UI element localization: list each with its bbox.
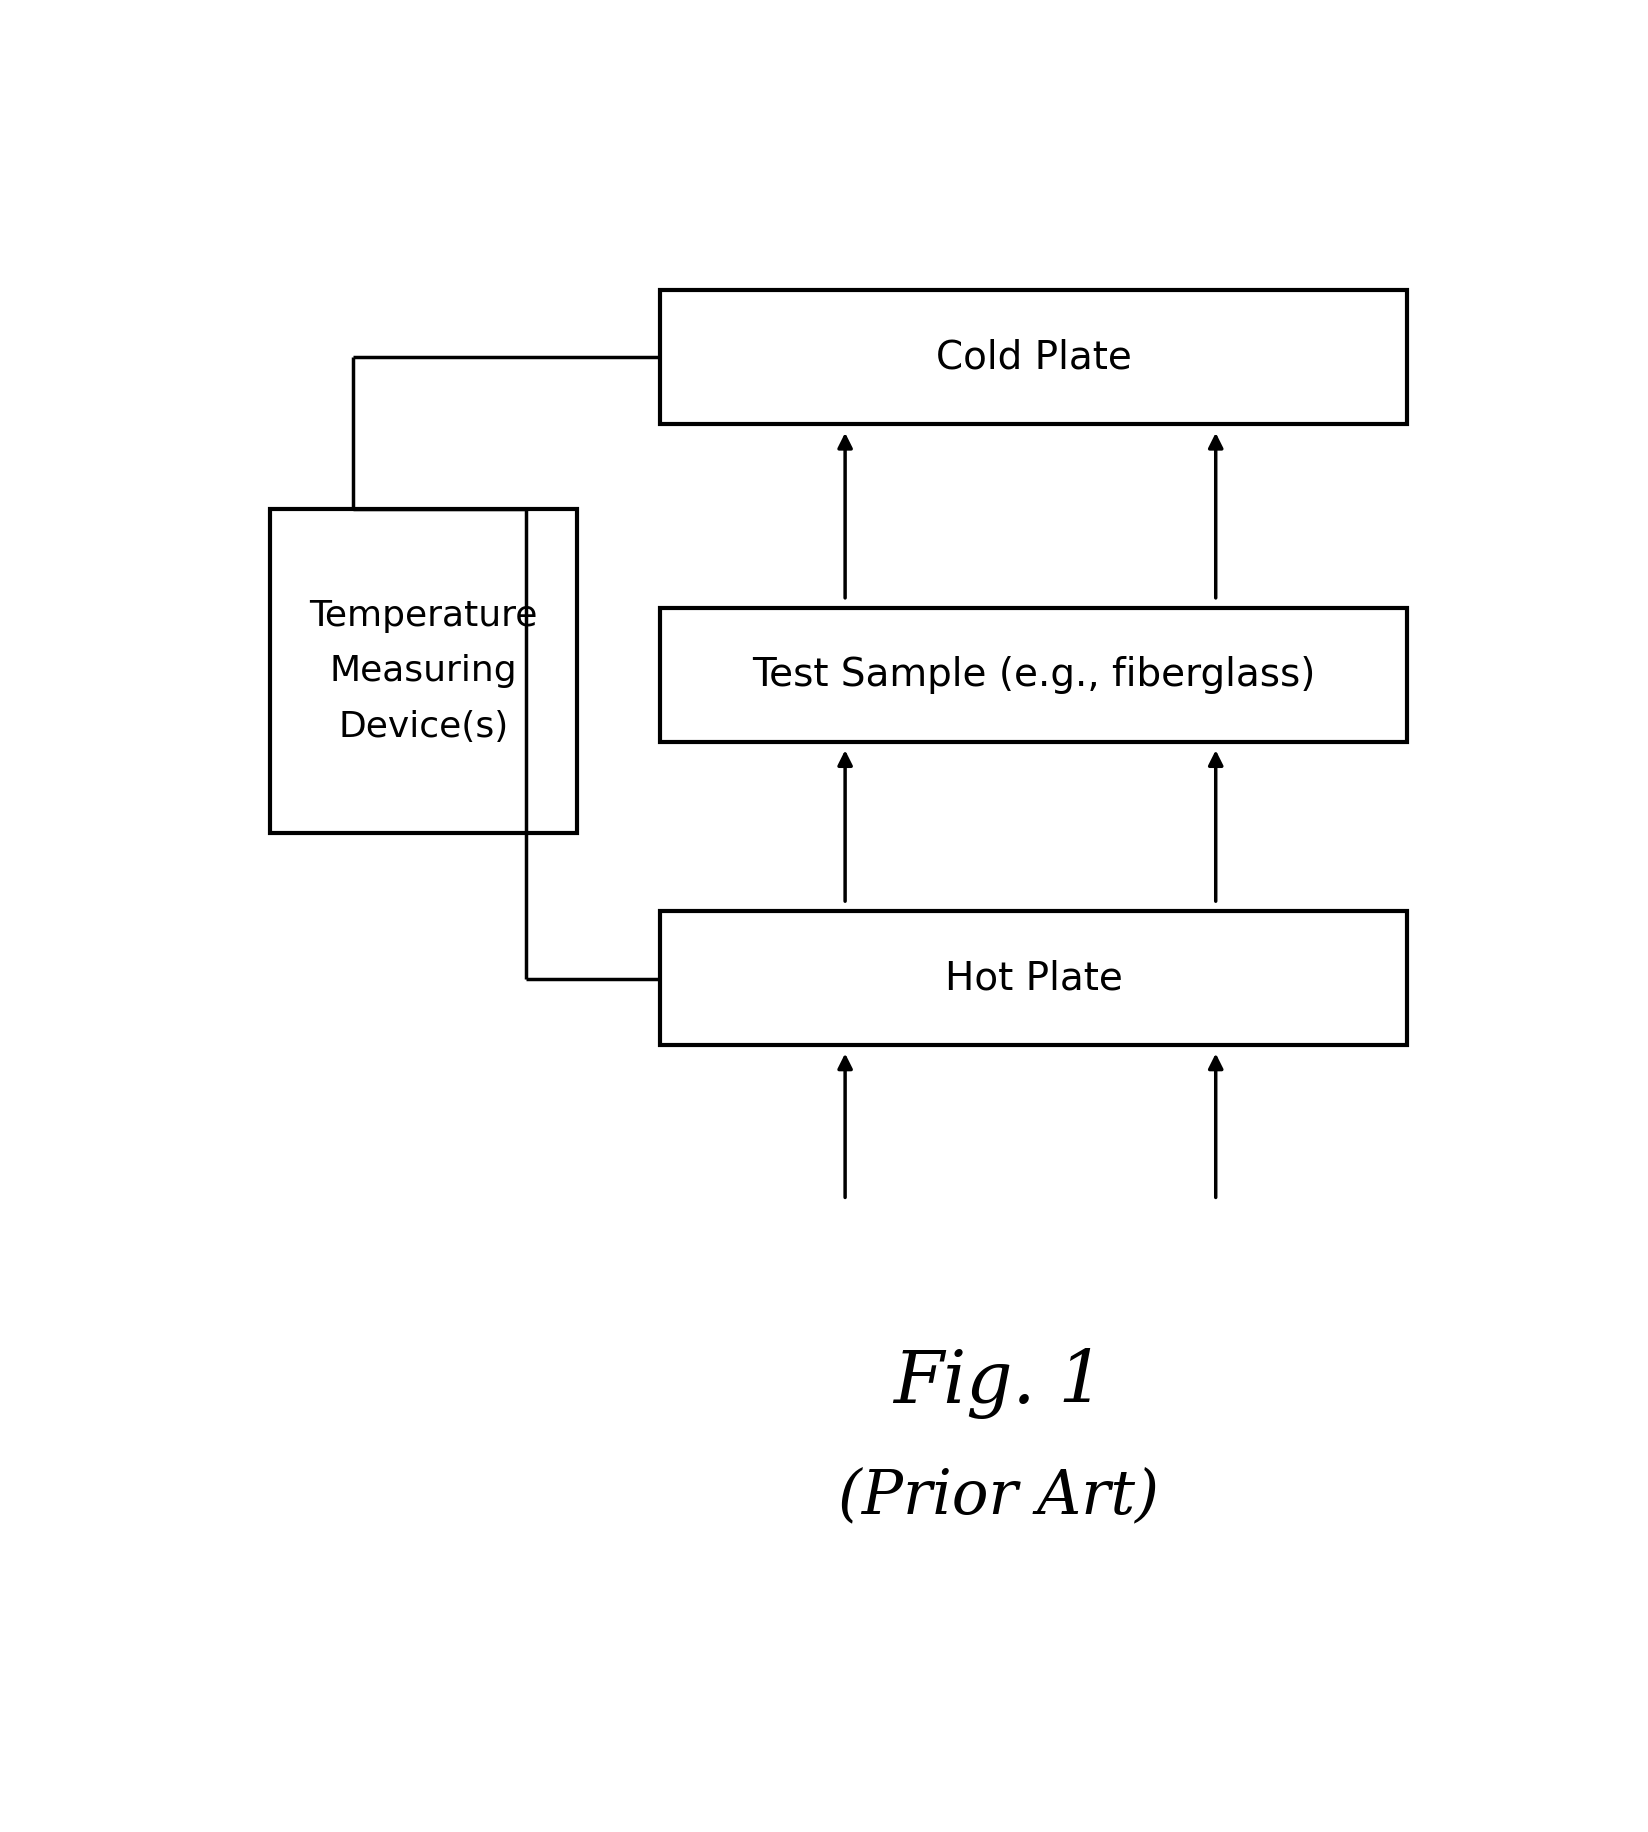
- Text: Cold Plate: Cold Plate: [934, 339, 1131, 376]
- Text: (Prior Art): (Prior Art): [837, 1466, 1159, 1526]
- Text: Fig. 1: Fig. 1: [892, 1348, 1104, 1420]
- Text: Hot Plate: Hot Plate: [944, 960, 1122, 997]
- Bar: [659, 289, 1407, 425]
- Text: Test Sample (e.g., fiberglass): Test Sample (e.g., fiberglass): [751, 656, 1315, 694]
- Bar: [270, 509, 577, 834]
- Bar: [659, 911, 1407, 1044]
- Bar: [659, 608, 1407, 742]
- Text: Temperature
Measuring
Device(s): Temperature Measuring Device(s): [310, 599, 537, 744]
